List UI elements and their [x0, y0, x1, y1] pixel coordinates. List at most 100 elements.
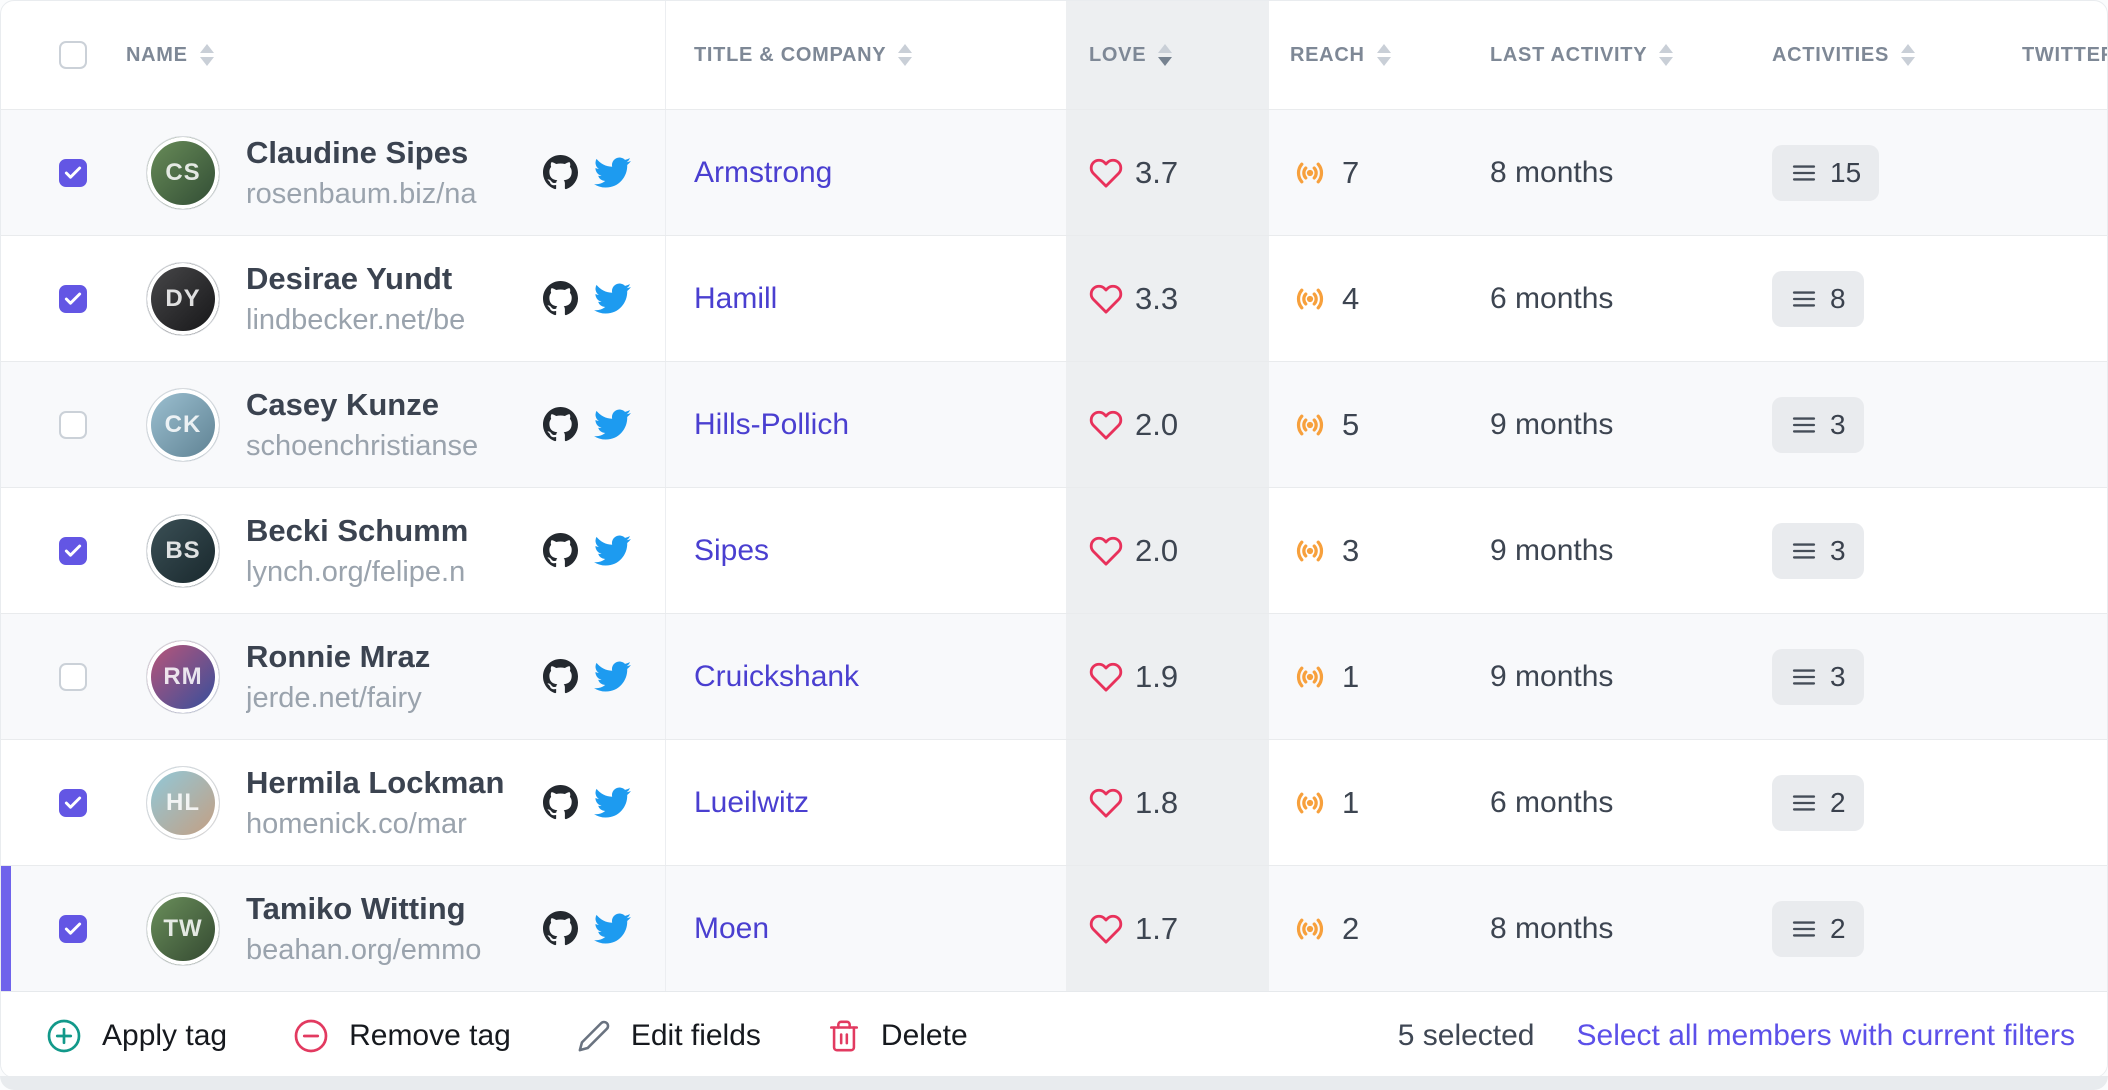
delete-button[interactable]: Delete — [827, 1019, 968, 1053]
column-header-name[interactable]: NAME — [106, 1, 666, 109]
row-checkbox[interactable] — [59, 788, 87, 817]
broadcast-icon — [1296, 666, 1324, 687]
member-name[interactable]: Becki Schumm — [246, 512, 469, 548]
table-row[interactable]: RM Ronnie Mraz jerde.net/fairy Cruicksha… — [1, 613, 2107, 739]
github-icon[interactable] — [543, 281, 578, 316]
member-name[interactable]: Claudine Sipes — [246, 134, 469, 170]
apply-tag-button[interactable]: Apply tag — [46, 1018, 227, 1054]
select-all-filters-link[interactable]: Select all members with current filters — [1576, 1018, 2076, 1052]
member-name[interactable]: Tamiko Witting — [246, 890, 466, 926]
member-url: homenick.co/mar — [246, 807, 467, 840]
activities-chip[interactable]: 3 — [1772, 522, 1864, 579]
row-cell-activities: 2 — [1746, 740, 1986, 865]
table-row[interactable]: CS Claudine Sipes rosenbaum.biz/na Armst… — [1, 109, 2107, 235]
row-checkbox[interactable] — [59, 662, 87, 691]
table-row[interactable]: TW Tamiko Witting beahan.org/emmo Moen 1… — [1, 865, 2107, 991]
table-row[interactable]: HL Hermila Lockman homenick.co/mar Lueil… — [1, 739, 2107, 865]
github-icon[interactable] — [543, 659, 578, 694]
table-body: CS Claudine Sipes rosenbaum.biz/na Armst… — [1, 109, 2107, 991]
remove-tag-button[interactable]: Remove tag — [293, 1018, 511, 1054]
row-checkbox[interactable] — [59, 914, 87, 943]
edit-fields-button[interactable]: Edit fields — [577, 1019, 761, 1053]
heart-icon — [1089, 158, 1123, 187]
company-link[interactable]: Sipes — [694, 533, 770, 567]
activities-chip[interactable]: 15 — [1772, 144, 1880, 201]
row-cell-last-activity: 8 months — [1461, 110, 1746, 235]
row-checkbox[interactable] — [59, 536, 87, 565]
heart-icon — [1089, 536, 1123, 565]
column-header-twitter[interactable]: TWITTER — [1986, 1, 2107, 109]
sort-arrows-icon — [1659, 44, 1674, 66]
company-link[interactable]: Lueilwitz — [694, 785, 810, 819]
love-value: 3.7 — [1135, 154, 1179, 190]
row-checkbox[interactable] — [59, 410, 87, 439]
github-icon[interactable] — [543, 533, 578, 568]
column-label: LAST ACTIVITY — [1490, 43, 1648, 66]
table-row[interactable]: DY Desirae Yundt lindbecker.net/be Hamil… — [1, 235, 2107, 361]
select-all-checkbox[interactable] — [59, 41, 87, 69]
github-icon[interactable] — [543, 407, 578, 442]
row-cell-checkbox — [1, 866, 106, 991]
love-value: 3.3 — [1135, 280, 1179, 316]
member-name[interactable]: Casey Kunze — [246, 386, 439, 422]
row-cell-checkbox — [1, 740, 106, 865]
row-cell-name: BS Becki Schumm lynch.org/felipe.n — [106, 488, 666, 613]
row-cell-activities: 3 — [1746, 614, 1986, 739]
company-link[interactable]: Hamill — [694, 281, 778, 315]
row-cell-twitter — [1986, 488, 2107, 613]
row-cell-title-company: Hamill — [666, 236, 1066, 361]
love-metric: 1.9 — [1089, 659, 1178, 695]
github-icon[interactable] — [543, 785, 578, 820]
company-link[interactable]: Armstrong — [694, 155, 833, 189]
member-identity: Hermila Lockman homenick.co/mar — [246, 763, 543, 843]
love-value: 1.7 — [1135, 910, 1179, 946]
last-activity-value: 9 months — [1490, 659, 1614, 693]
table-row[interactable]: CK Casey Kunze schoenchristianse Hills-P… — [1, 361, 2107, 487]
row-cell-name: CS Claudine Sipes rosenbaum.biz/na — [106, 110, 666, 235]
twitter-icon[interactable] — [594, 784, 631, 821]
member-name[interactable]: Desirae Yundt — [246, 260, 453, 296]
list-icon — [1792, 542, 1816, 559]
avatar: TW — [146, 891, 220, 966]
member-name[interactable]: Ronnie Mraz — [246, 638, 431, 674]
column-header-title-company[interactable]: TITLE & COMPANY — [666, 1, 1066, 109]
company-link[interactable]: Hills-Pollich — [694, 407, 850, 441]
social-icons — [543, 280, 631, 317]
member-name[interactable]: Hermila Lockman — [246, 764, 505, 800]
activities-chip[interactable]: 2 — [1772, 900, 1864, 957]
row-checkbox[interactable] — [59, 158, 87, 187]
activities-chip[interactable]: 3 — [1772, 396, 1864, 453]
row-cell-twitter — [1986, 236, 2107, 361]
member-identity: Claudine Sipes rosenbaum.biz/na — [246, 133, 543, 213]
member-url: rosenbaum.biz/na — [246, 177, 477, 210]
column-header-last-activity[interactable]: LAST ACTIVITY — [1461, 1, 1746, 109]
twitter-icon[interactable] — [594, 532, 631, 569]
activities-chip[interactable]: 2 — [1772, 774, 1864, 831]
row-cell-activities: 15 — [1746, 110, 1986, 235]
last-activity-value: 9 months — [1490, 407, 1614, 441]
delete-label: Delete — [880, 1018, 968, 1052]
love-metric: 2.0 — [1089, 407, 1178, 443]
activities-chip[interactable]: 3 — [1772, 648, 1864, 705]
column-header-love[interactable]: LOVE — [1066, 1, 1269, 109]
twitter-icon[interactable] — [594, 154, 631, 191]
twitter-icon[interactable] — [594, 910, 631, 947]
github-icon[interactable] — [543, 911, 578, 946]
row-cell-reach: 2 — [1269, 866, 1461, 991]
company-link[interactable]: Moen — [694, 911, 770, 945]
twitter-icon[interactable] — [594, 280, 631, 317]
twitter-icon[interactable] — [594, 658, 631, 695]
check-icon — [64, 922, 82, 935]
github-icon[interactable] — [543, 155, 578, 190]
heart-icon — [1089, 410, 1123, 439]
sort-arrows-icon — [898, 44, 913, 66]
row-checkbox[interactable] — [59, 284, 87, 313]
company-link[interactable]: Cruickshank — [694, 659, 860, 693]
table-row[interactable]: BS Becki Schumm lynch.org/felipe.n Sipes… — [1, 487, 2107, 613]
column-header-activities[interactable]: ACTIVITIES — [1746, 1, 1986, 109]
twitter-icon[interactable] — [594, 406, 631, 443]
activities-chip[interactable]: 8 — [1772, 270, 1864, 327]
column-header-reach[interactable]: REACH — [1269, 1, 1461, 109]
row-cell-reach: 5 — [1269, 362, 1461, 487]
